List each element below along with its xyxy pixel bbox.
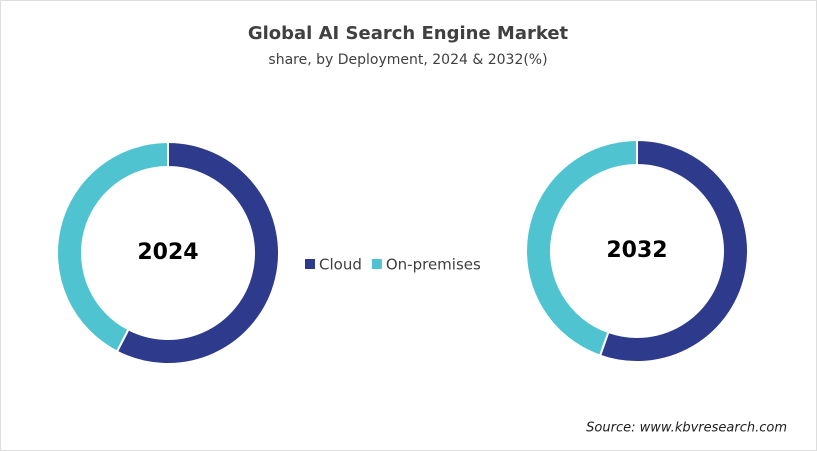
donut-slice	[598, 138, 749, 363]
donut-slice	[525, 138, 638, 357]
donut-label: 2032	[606, 238, 667, 263]
donut-label: 2024	[137, 240, 198, 265]
source: Source: www.kbvresearch.com	[586, 421, 787, 436]
legend-swatch	[305, 259, 315, 269]
chart-title: Global AI Search Engine Market	[248, 23, 569, 44]
donut-slice	[56, 140, 169, 353]
legend-label: On-premises	[386, 256, 481, 274]
donut-slice	[115, 140, 280, 365]
legend-swatch	[371, 259, 382, 269]
chart-subtitle: share, by Deployment, 2024 & 2032(%)	[268, 52, 547, 68]
legend-label: Cloud	[319, 256, 362, 274]
